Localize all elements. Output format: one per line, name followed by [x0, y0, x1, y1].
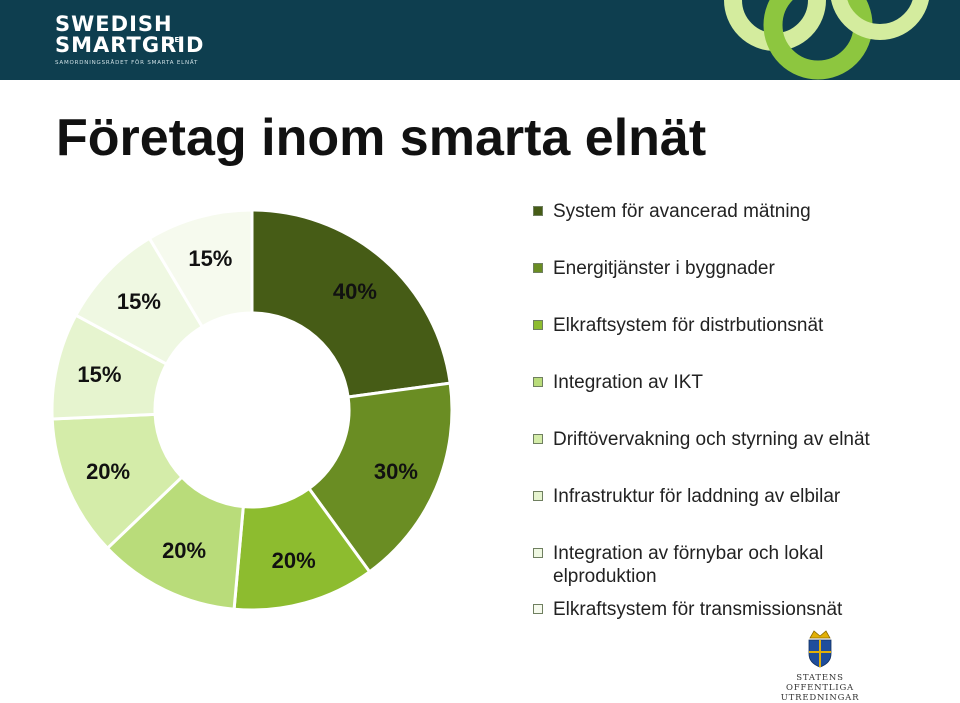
legend-item: Integration av IKT [533, 371, 923, 394]
crown-crest-icon [808, 630, 832, 668]
header-bar: SWEDISH SMARTGRID SE SAMORDNINGSRÅDET FÖ… [0, 0, 960, 80]
legend-label: Energitjänster i byggnader [553, 258, 775, 279]
legend-item: System för avancerad mätning [533, 200, 923, 223]
legend-swatch [533, 434, 543, 444]
legend-item: Infrastruktur för laddning av elbilar [533, 485, 923, 508]
legend-item: Elkraftsystem för transmissionsnät [533, 598, 923, 621]
donut-slice [250, 208, 452, 399]
legend-label: Elkraftsystem för distrbutionsnät [553, 315, 824, 336]
page-title: Företag inom smarta elnät [56, 109, 707, 167]
donut-slice [147, 208, 254, 329]
donut-chart [50, 208, 454, 612]
logo-tagline: SAMORDNINGSRÅDET FÖR SMARTA ELNÄT [55, 60, 199, 66]
legend-item: Integration av förnybar och lokal elprod… [533, 542, 923, 588]
legend-label: Integration av förnybar och lokal elprod… [553, 543, 824, 587]
slice-value-label: 15% [77, 362, 122, 388]
legend-swatch [533, 548, 543, 558]
decorative-rings-icon [724, 0, 929, 80]
donut-slice [306, 381, 454, 574]
logo-line-1: SWEDISH [55, 12, 173, 36]
logo-line-2: SMARTGRID [55, 33, 205, 57]
legend-label: Elkraftsystem för transmissionsnät [553, 599, 843, 620]
seal-line-2: UTREDNINGAR [780, 693, 860, 703]
legend-item: Driftövervakning och styrning av elnät [533, 428, 923, 451]
legend-label: System för avancerad mätning [553, 201, 811, 222]
slice-value-label: 30% [373, 458, 418, 484]
slice-value-label: 20% [162, 538, 207, 563]
logo-suffix: SE [169, 36, 180, 44]
legend-swatch [533, 377, 543, 387]
legend-swatch [533, 491, 543, 501]
slice-value-label: 20% [271, 547, 316, 573]
slice-value-label: 15% [188, 246, 233, 272]
legend-swatch [533, 320, 543, 330]
slice-value-label: 15% [116, 288, 161, 314]
legend-swatch [533, 604, 543, 614]
sou-seal: STATENS OFFENTLIGA UTREDNINGAR [765, 628, 875, 703]
seal-line-1: STATENS OFFENTLIGA [785, 673, 854, 693]
slice-value-label: 40% [332, 279, 377, 305]
legend-swatch [533, 263, 543, 273]
legend-label: Integration av IKT [553, 372, 703, 393]
slice-value-label: 20% [86, 458, 131, 484]
swedish-smartgrid-logo: SWEDISH SMARTGRID SE SAMORDNINGSRÅDET FÖ… [55, 12, 205, 67]
legend-item: Energitjänster i byggnader [533, 257, 923, 280]
legend-item: Elkraftsystem för distrbutionsnät [533, 314, 923, 337]
legend-label: Driftövervakning och styrning av elnät [553, 429, 870, 450]
legend-label: Infrastruktur för laddning av elbilar [553, 486, 841, 507]
legend-swatch [533, 206, 543, 216]
